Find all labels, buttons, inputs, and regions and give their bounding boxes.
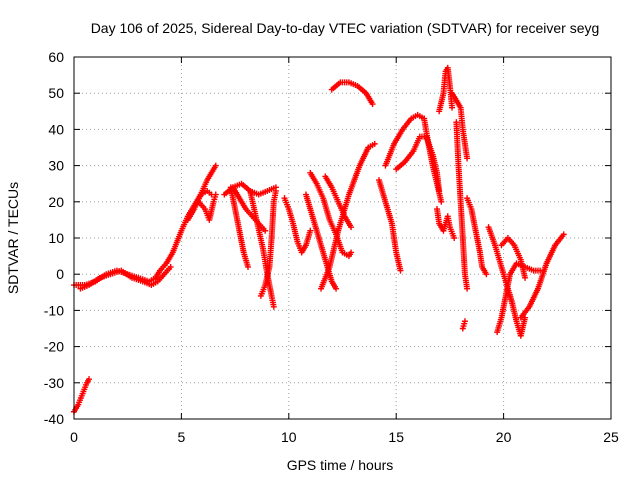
series-trace-early-negative (71, 376, 93, 415)
data-point (461, 318, 468, 325)
data-point (86, 376, 93, 383)
y-axis-label: SDTVAR / TECUs (5, 182, 21, 294)
series-trace-19h-group (464, 195, 490, 278)
grid (74, 57, 611, 419)
series-trace-15h-arc (393, 133, 443, 194)
y-tick-label: 40 (48, 121, 64, 137)
data-point (451, 235, 458, 241)
series-trace-rise-to-30 (184, 162, 219, 223)
x-axis-ticks: 0 5 10 15 20 25 (70, 57, 619, 445)
y-tick-label: 10 (48, 230, 64, 246)
series-trace-19h-down (485, 224, 516, 307)
series-trace-21h-rise (517, 231, 567, 321)
series-trace-07h-descent (227, 184, 251, 270)
y-tick-label: -10 (44, 302, 64, 318)
data-point (371, 140, 378, 147)
data-point (348, 249, 355, 256)
data-point (560, 231, 567, 238)
x-tick-label: 5 (178, 429, 186, 445)
series-trace-12h-top (328, 79, 376, 108)
series-trace-17h-peak (449, 90, 471, 162)
x-tick-label: 20 (496, 429, 512, 445)
data-point (212, 191, 219, 198)
y-tick-label: 30 (48, 158, 64, 174)
series-trace-10h-fragments (281, 195, 314, 256)
data-point (449, 104, 456, 111)
series-trace-18h-descent (453, 119, 471, 292)
data-point (167, 263, 174, 270)
series-trace-12h-arc2 (322, 173, 355, 231)
data-point (438, 198, 445, 205)
data-point (212, 162, 219, 169)
x-tick-label: 10 (281, 429, 297, 445)
series-trace-12h-rise (318, 140, 378, 292)
y-tick-label: 20 (48, 194, 64, 210)
series-trace-07h-diag (229, 184, 269, 234)
x-tick-label: 25 (603, 429, 619, 445)
series-trace-17h-scatter (434, 206, 458, 241)
y-axis-ticks: -40 -30 -20 -10 0 10 20 30 40 50 60 (44, 49, 611, 427)
y-tick-label: 50 (48, 85, 64, 101)
x-tick-label: 15 (388, 429, 404, 445)
series-trace-15h-rise (382, 111, 428, 169)
data-point (333, 285, 340, 292)
series-trace-17h-spike (436, 64, 456, 115)
x-tick-label: 0 (70, 429, 78, 445)
data-point (483, 271, 490, 278)
data-point (244, 263, 251, 270)
data-point (270, 303, 277, 310)
series-trace-18h-negative (459, 318, 468, 332)
series-trace-08h-rise (257, 187, 279, 299)
y-tick-label: -30 (44, 375, 64, 391)
plot-frame (73, 56, 612, 420)
series-trace-16h-down (421, 115, 445, 205)
data-point (272, 187, 279, 194)
y-tick-label: -40 (44, 411, 64, 427)
data-point (397, 267, 404, 274)
series-trace-20h-arc (498, 235, 529, 281)
data-point (464, 155, 471, 162)
data-point (307, 227, 314, 234)
series-trace-11h-arc (307, 169, 355, 260)
data-point (262, 227, 269, 234)
data-point (464, 285, 471, 292)
y-tick-label: -20 (44, 339, 64, 355)
series-trace-morning-low (77, 263, 174, 292)
y-tick-label: 60 (48, 49, 64, 65)
series-trace-08h-descent (247, 187, 277, 310)
chart-title: Day 106 of 2025, Sidereal Day-to-day VTE… (91, 20, 600, 36)
data-point (522, 274, 529, 281)
x-axis-label: GPS time / hours (287, 457, 394, 473)
data-point (369, 101, 376, 108)
series-trace-20h-deep (504, 285, 529, 339)
y-tick-label: 0 (56, 266, 64, 282)
series-trace-dip-6h (195, 191, 219, 223)
series-trace-14h-drop (376, 177, 404, 274)
data-point (348, 224, 355, 231)
data-marks (71, 64, 567, 415)
